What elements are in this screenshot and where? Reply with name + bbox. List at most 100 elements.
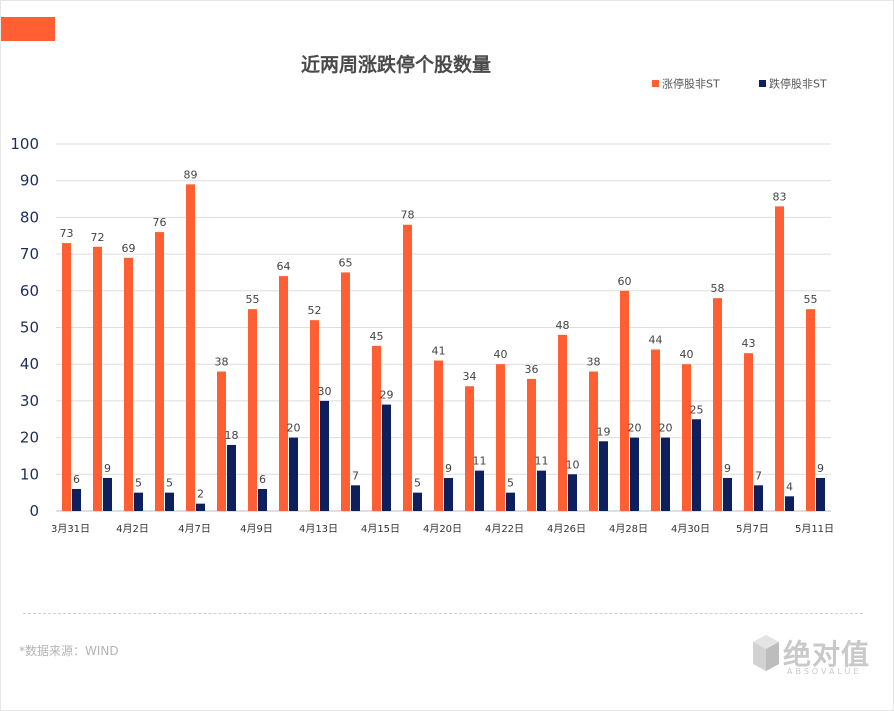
data-label-limit-up: 45 [370, 330, 384, 343]
y-tick-label: 40 [20, 355, 39, 373]
y-tick-label: 90 [20, 172, 39, 190]
bar-limit-up [620, 290, 629, 511]
data-label-limit-up: 40 [680, 348, 694, 361]
data-label-limit-down: 5 [507, 477, 514, 490]
y-tick-label: 70 [20, 245, 39, 263]
data-label-limit-up: 89 [184, 168, 198, 181]
bar-limit-down [165, 492, 174, 511]
data-label-limit-up: 83 [773, 190, 787, 203]
chart-title: 近两周涨跌停个股数量 [301, 53, 491, 76]
data-label-limit-up: 73 [60, 227, 74, 240]
data-label-limit-down: 20 [287, 422, 301, 435]
data-label-limit-up: 72 [91, 231, 105, 244]
bar-limit-down [196, 503, 205, 511]
data-label-limit-up: 78 [401, 209, 415, 222]
y-tick-label: 50 [20, 319, 39, 337]
gridlines [56, 143, 831, 512]
bar-limit-down [258, 488, 267, 511]
bar-limit-up [775, 206, 784, 511]
y-tick-label: 10 [20, 465, 39, 483]
bar-chart: 近两周涨跌停个股数量 涨停股非ST 跌停股非ST 010203040506070… [10, 53, 834, 535]
data-label-limit-up: 55 [246, 293, 260, 306]
bar-limit-up [558, 334, 567, 511]
data-label-limit-down: 5 [414, 477, 421, 490]
data-label-limit-up: 52 [308, 304, 322, 317]
bar-limit-down [816, 477, 825, 511]
data-label-limit-up: 69 [122, 242, 136, 255]
y-tick-label: 100 [10, 135, 39, 153]
bar-limit-up [589, 371, 598, 511]
data-label-limit-down: 6 [73, 473, 80, 486]
bar-limit-up [682, 364, 691, 511]
data-label-limit-down: 5 [166, 477, 173, 490]
legend-label-limit-down: 跌停股非ST [769, 77, 827, 91]
bar-limit-down [723, 477, 732, 511]
data-label-limit-up: 41 [432, 345, 446, 358]
x-tick-label: 4月28日 [609, 523, 648, 535]
legend-label-limit-up: 涨停股非ST [662, 77, 720, 91]
data-label-limit-down: 10 [566, 458, 580, 471]
bar-limit-down [475, 470, 484, 511]
bars [62, 184, 825, 512]
y-tick-label: 30 [20, 392, 39, 410]
data-label-limit-up: 48 [556, 319, 570, 332]
data-label-limit-up: 38 [215, 356, 229, 369]
data-label-limit-down: 9 [817, 462, 824, 475]
logo-subtext: ABSOVALUE [787, 667, 862, 676]
bar-limit-down [754, 485, 763, 511]
bar-limit-up [279, 276, 288, 511]
data-source-note: *数据来源：WIND [19, 644, 119, 658]
bar-limit-down [289, 437, 298, 511]
x-tick-label: 4月20日 [423, 523, 462, 535]
data-label-limit-down: 7 [352, 469, 359, 482]
data-label-limit-down: 19 [597, 425, 611, 438]
data-label-limit-down: 6 [259, 473, 266, 486]
bar-limit-up [310, 320, 319, 511]
y-tick-label: 20 [20, 429, 39, 447]
x-tick-label: 4月15日 [361, 523, 400, 535]
bar-limit-down [785, 496, 794, 511]
data-label-limit-up: 55 [804, 293, 818, 306]
bar-limit-down [134, 492, 143, 511]
data-label-limit-up: 58 [711, 282, 725, 295]
data-label-limit-up: 60 [618, 275, 632, 288]
data-label-limit-down: 2 [197, 488, 204, 501]
bar-limit-down [506, 492, 515, 511]
data-label-limit-down: 11 [535, 455, 549, 468]
bar-limit-down [103, 477, 112, 511]
bar-limit-up [403, 224, 412, 512]
data-label-limit-up: 64 [277, 260, 291, 273]
bar-limit-up [465, 386, 474, 511]
hexagon-cube-icon [753, 635, 779, 671]
data-label-limit-down: 29 [380, 389, 394, 402]
y-axis: 0 10 20 30 40 50 60 70 80 90 100 [10, 135, 39, 520]
x-tick-label: 5月7日 [736, 523, 769, 535]
bar-limit-up [744, 353, 753, 511]
data-label-limit-down: 11 [473, 455, 487, 468]
x-tick-label: 4月7日 [178, 523, 211, 535]
bar-limit-down [351, 485, 360, 511]
bar-limit-up [372, 345, 381, 511]
legend: 涨停股非ST 跌停股非ST [652, 77, 827, 91]
x-tick-label: 4月30日 [671, 523, 710, 535]
accent-bar [1, 17, 55, 41]
bar-limit-down [661, 437, 670, 511]
y-tick-label: 60 [20, 282, 39, 300]
data-label-limit-down: 18 [225, 429, 239, 442]
bar-limit-down [444, 477, 453, 511]
data-label-limit-up: 40 [494, 348, 508, 361]
x-tick-label: 4月22日 [485, 523, 524, 535]
x-tick-label: 4月26日 [547, 523, 586, 535]
bar-limit-down [227, 444, 236, 511]
x-tick-label: 4月9日 [240, 523, 273, 535]
bar-limit-up [806, 309, 815, 511]
bar-limit-up [496, 364, 505, 511]
data-label-limit-down: 9 [445, 462, 452, 475]
bar-limit-down [599, 441, 608, 511]
bar-limit-down [692, 419, 701, 511]
footer-divider [23, 613, 863, 614]
bar-limit-up [341, 272, 350, 511]
data-label-limit-up: 76 [153, 216, 167, 229]
brand-logo: 绝对值 ABSOVALUE [751, 633, 869, 679]
